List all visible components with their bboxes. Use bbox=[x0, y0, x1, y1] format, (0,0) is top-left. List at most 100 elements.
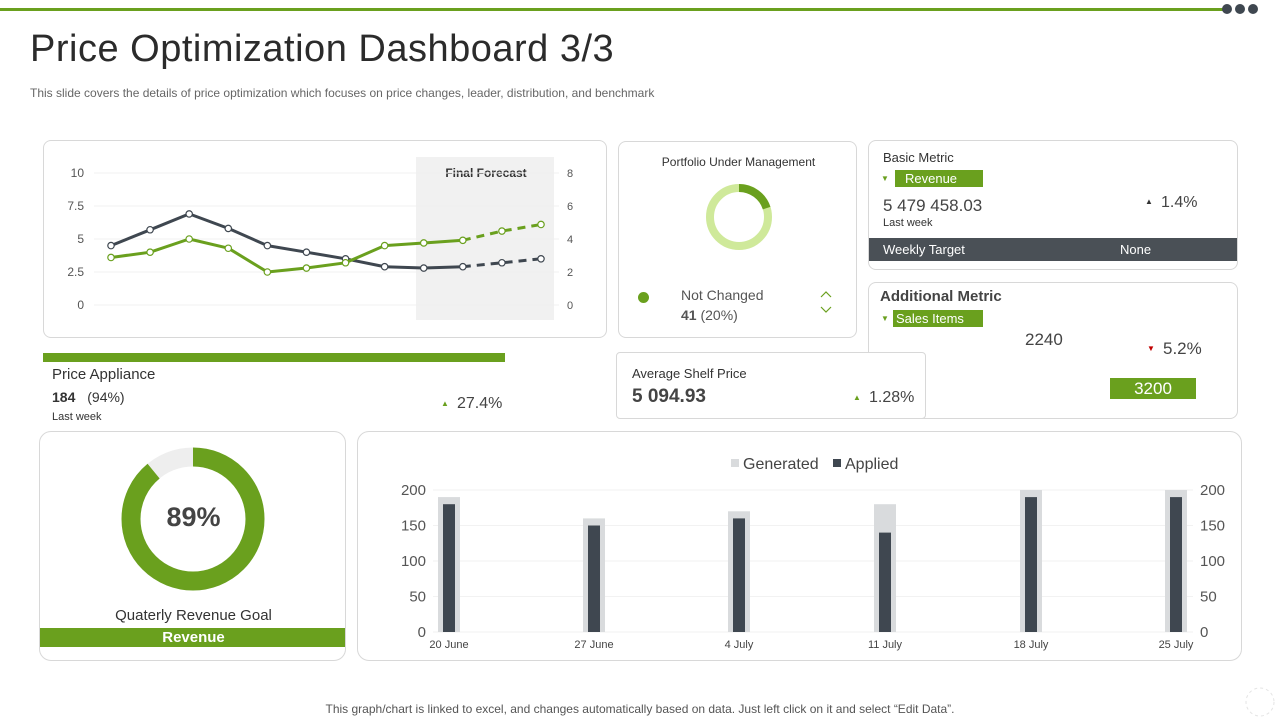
revenue-percent: 89% bbox=[166, 502, 221, 532]
series-point[interactable] bbox=[459, 236, 467, 245]
status-dot bbox=[638, 292, 649, 303]
right-tick-label: 6 bbox=[567, 201, 573, 213]
series-point[interactable] bbox=[146, 225, 154, 234]
shelf-price-title: Average Shelf Price bbox=[632, 366, 747, 381]
chevron-up-icon bbox=[820, 291, 832, 298]
series-point[interactable] bbox=[185, 210, 193, 218]
right-tick-label: 50 bbox=[1200, 589, 1217, 606]
portfolio-arc bbox=[706, 184, 772, 250]
revenue-tag: Revenue bbox=[895, 170, 983, 187]
left-tick-label: 100 bbox=[401, 553, 426, 570]
right-tick-label: 200 bbox=[1200, 482, 1225, 499]
slide-dots bbox=[1222, 4, 1258, 14]
bar-applied[interactable] bbox=[733, 518, 745, 632]
additional-metric-value: 2240 bbox=[1025, 330, 1063, 349]
left-tick-label: 5 bbox=[77, 232, 84, 246]
top-accent-line bbox=[0, 8, 1228, 11]
bar-applied[interactable] bbox=[879, 532, 891, 632]
portfolio-donut bbox=[706, 184, 772, 250]
revenue-tag: Revenue bbox=[40, 628, 345, 647]
triangle-up-icon: ▲ bbox=[441, 399, 449, 408]
left-tick-label: 7.5 bbox=[67, 199, 84, 213]
series-point[interactable] bbox=[302, 248, 311, 257]
series-point[interactable] bbox=[107, 253, 115, 262]
sales-items-tag: Sales Items bbox=[893, 310, 983, 327]
series-point[interactable] bbox=[146, 248, 154, 257]
legend-swatch-generated bbox=[731, 459, 739, 467]
triangle-down-icon: ▼ bbox=[881, 314, 889, 323]
series-point[interactable] bbox=[498, 258, 506, 267]
weekly-target-bar: Weekly Target None bbox=[869, 238, 1237, 261]
revenue-goal-label: Quaterly Revenue Goal bbox=[115, 607, 272, 624]
category-label: 25 July bbox=[1159, 639, 1194, 651]
bar-applied[interactable] bbox=[588, 525, 600, 633]
series-point[interactable] bbox=[537, 255, 545, 263]
series-point[interactable] bbox=[341, 258, 350, 267]
series-point[interactable] bbox=[224, 224, 233, 233]
series-point[interactable] bbox=[107, 241, 115, 250]
right-tick-label: 150 bbox=[1200, 518, 1225, 535]
triangle-up-icon: ▲ bbox=[853, 393, 861, 402]
category-label: 11 July bbox=[868, 639, 903, 651]
series-line-1 bbox=[110, 212, 463, 270]
series-point[interactable] bbox=[380, 241, 389, 250]
basic-metric-value: 5 479 458.03 bbox=[883, 196, 983, 215]
series-point[interactable] bbox=[302, 264, 311, 272]
price-appliance-title: Price Appliance bbox=[52, 366, 156, 383]
price-appliance-period: Last week bbox=[52, 411, 102, 423]
triangle-up-icon: ▲ bbox=[1145, 197, 1153, 206]
shelf-price-card: Average Shelf Price 5 094.93 ▲ 1.28% bbox=[616, 352, 926, 419]
revenue-goal-card: 89% Quaterly Revenue Goal Revenue bbox=[39, 431, 346, 661]
bar-applied[interactable] bbox=[1170, 497, 1182, 632]
generated-applied-bar-chart[interactable]: Generated Applied 200 150 100 50 0 200 150 100 5… bbox=[358, 432, 1243, 662]
revenue-arc bbox=[121, 447, 265, 591]
series-point[interactable] bbox=[537, 220, 545, 229]
series-point[interactable] bbox=[263, 241, 272, 250]
right-tick-label: 4 bbox=[567, 234, 573, 246]
right-tick-label: 8 bbox=[567, 168, 573, 180]
chevron-icons bbox=[820, 291, 832, 313]
series-point[interactable] bbox=[498, 227, 506, 235]
series-line-2 bbox=[110, 237, 463, 274]
series-point[interactable] bbox=[419, 239, 428, 247]
right-tick-label: 0 bbox=[1200, 624, 1208, 641]
portfolio-title: Portfolio Under Management bbox=[661, 155, 816, 169]
price-appliance-percent: (94%) bbox=[87, 389, 125, 405]
status-label: Not Changed bbox=[681, 287, 764, 303]
page-subtitle: This slide covers the details of price o… bbox=[30, 86, 655, 100]
bar-applied[interactable] bbox=[443, 504, 455, 632]
revenue-donut bbox=[121, 447, 265, 591]
series-point[interactable] bbox=[185, 235, 193, 243]
status-count: 41 bbox=[681, 307, 697, 323]
price-appliance-row: 184 (94%) bbox=[52, 389, 125, 405]
left-tick-label: 2.5 bbox=[67, 265, 84, 279]
status-count-row: 41 (20%) bbox=[681, 307, 738, 323]
chevron-down-icon bbox=[820, 306, 832, 313]
price-appliance-change: 27.4% bbox=[457, 395, 503, 412]
right-tick-label: 2 bbox=[567, 267, 573, 279]
series-point[interactable] bbox=[459, 262, 467, 271]
shelf-price-value: 5 094.93 bbox=[632, 386, 706, 407]
weekly-target-value: None bbox=[1120, 242, 1152, 257]
category-label: 4 July bbox=[725, 639, 754, 651]
series-point[interactable] bbox=[224, 244, 233, 253]
left-tick-label: 150 bbox=[401, 518, 426, 535]
status-percent: (20%) bbox=[700, 307, 738, 323]
series-point[interactable] bbox=[380, 262, 389, 271]
decorative-circle-icon bbox=[1245, 687, 1275, 717]
series-point[interactable] bbox=[419, 264, 428, 272]
basic-metric-title: Basic Metric bbox=[883, 150, 954, 165]
right-tick-label: 0 bbox=[567, 300, 573, 312]
left-tick-label: 50 bbox=[409, 589, 426, 606]
series-point[interactable] bbox=[263, 268, 272, 276]
bar-applied[interactable] bbox=[1025, 497, 1037, 632]
left-tick-label: 10 bbox=[71, 166, 85, 180]
right-tick-label: 100 bbox=[1200, 553, 1225, 570]
price-appliance-count: 184 bbox=[52, 389, 76, 405]
category-label: 27 June bbox=[574, 639, 613, 651]
additional-metric-card: Additional Metric ▼ Sales Items 2240 ▼ 5… bbox=[868, 282, 1238, 419]
basic-metric-card: Basic Metric ▼ Revenue 5 479 458.03 Last… bbox=[868, 140, 1238, 270]
left-tick-label: 0 bbox=[77, 298, 84, 312]
legend-swatch-applied bbox=[833, 459, 841, 467]
